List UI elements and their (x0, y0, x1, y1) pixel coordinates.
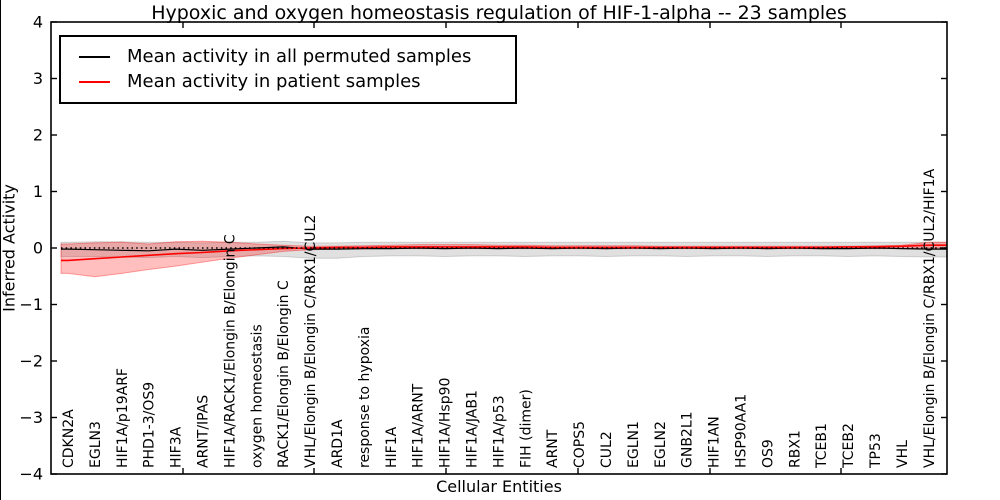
y-tick-label: 1 (33, 182, 43, 201)
legend-line-sample-permuted (79, 55, 110, 58)
y-tick-label: −4 (19, 465, 43, 484)
x-category-label: TCEB1 (814, 423, 830, 469)
x-category-label: GNB2L1 (680, 411, 696, 468)
x-category-label: COPS5 (572, 421, 588, 468)
legend-box: Mean activity in all permuted samples Me… (59, 35, 517, 104)
y-tick-label: −1 (19, 295, 43, 314)
x-category-label: TP53 (868, 433, 884, 469)
legend-entry-permuted: Mean activity in all permuted samples (61, 44, 515, 69)
y-tick-label: 3 (33, 69, 43, 88)
y-tick-label: 0 (33, 239, 43, 258)
y-tick-label: −3 (19, 408, 43, 427)
x-category-label: HSP90AA1 (734, 394, 750, 468)
x-category-label: HIF1A/Hsp90 (438, 378, 454, 468)
legend-entry-patient: Mean activity in patient samples (61, 69, 515, 94)
x-category-label: EGLN2 (653, 421, 669, 468)
figure-left-border (0, 0, 1, 500)
x-category-label: HIF1A/RACK1/Elongin B/Elongin C (222, 234, 238, 468)
y-tick-label: 4 (33, 13, 43, 32)
x-category-label: ARD1A (330, 419, 346, 468)
x-category-label: oxygen homeostasis (249, 324, 265, 468)
y-tick-label: 2 (33, 126, 43, 145)
x-category-label: ARNT/IPAS (196, 395, 212, 468)
x-category-label: TCEB2 (841, 423, 857, 469)
x-category-label: PHD1-3/OS9 (142, 382, 158, 468)
x-category-label: HIF1A/p53 (491, 395, 507, 468)
x-category-label: HIF3A (169, 426, 185, 468)
x-category-label: VHL/Elongin B/Elongin C/RBX1/CUL2 (303, 215, 319, 468)
x-category-label: CDKN2A (61, 409, 77, 468)
legend-label-permuted: Mean activity in all permuted samples (127, 46, 472, 67)
x-category-label: VHL (895, 440, 911, 468)
patient-mean-line (61, 244, 947, 262)
x-category-label: HIF1A (384, 426, 400, 468)
x-category-label: RBX1 (787, 430, 803, 468)
x-category-label: HIF1AN (707, 416, 723, 468)
x-category-label: EGLN3 (88, 421, 104, 468)
chart-title: Hypoxic and oxygen homeostasis regulatio… (151, 2, 847, 24)
legend-label-patient: Mean activity in patient samples (127, 71, 421, 92)
x-category-label: CUL2 (599, 431, 615, 468)
x-category-label: EGLN1 (626, 421, 642, 468)
x-category-label: HIF1A/JAB1 (465, 390, 481, 468)
x-category-label: ARNT (545, 429, 561, 468)
x-axis-label: Cellular Entities (436, 477, 562, 496)
x-category-label: RACK1/Elongin B/Elongin C (276, 280, 292, 468)
y-tick-label: −2 (19, 352, 43, 371)
x-category-label: FIH (dimer) (518, 389, 534, 468)
y-axis-label: Inferred Activity (0, 184, 19, 312)
x-category-label: OS9 (760, 439, 776, 468)
x-category-label: HIF1A/ARNT (411, 383, 427, 468)
x-category-label: HIF1A/p19ARF (115, 368, 131, 468)
x-category-label: VHL/Elongin B/Elongin C/RBX1/CUL2/HIF1A (922, 168, 938, 468)
x-category-label: response to hypoxia (357, 327, 373, 468)
legend-line-sample-patient (79, 80, 110, 83)
